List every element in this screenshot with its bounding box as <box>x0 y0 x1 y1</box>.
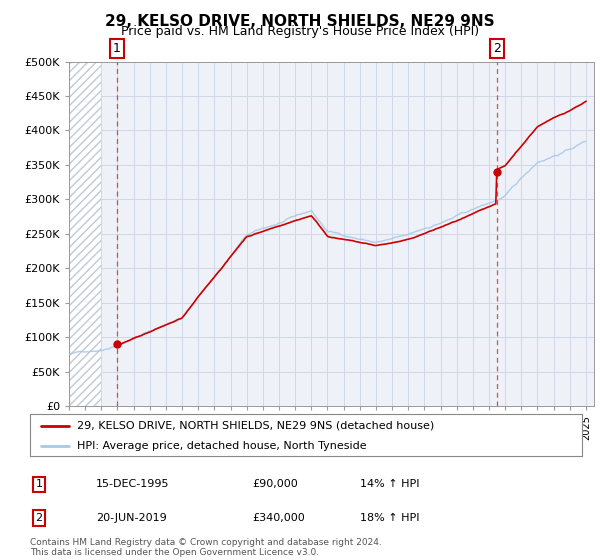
Text: 14% ↑ HPI: 14% ↑ HPI <box>360 479 419 489</box>
Text: Contains HM Land Registry data © Crown copyright and database right 2024.
This d: Contains HM Land Registry data © Crown c… <box>30 538 382 557</box>
Bar <box>69 62 101 406</box>
Text: 29, KELSO DRIVE, NORTH SHIELDS, NE29 9NS (detached house): 29, KELSO DRIVE, NORTH SHIELDS, NE29 9NS… <box>77 421 434 431</box>
Text: £90,000: £90,000 <box>252 479 298 489</box>
Text: 1: 1 <box>35 479 43 489</box>
Text: HPI: Average price, detached house, North Tyneside: HPI: Average price, detached house, Nort… <box>77 441 367 451</box>
Text: Price paid vs. HM Land Registry's House Price Index (HPI): Price paid vs. HM Land Registry's House … <box>121 25 479 38</box>
Text: 20-JUN-2019: 20-JUN-2019 <box>96 513 167 523</box>
Text: 29, KELSO DRIVE, NORTH SHIELDS, NE29 9NS: 29, KELSO DRIVE, NORTH SHIELDS, NE29 9NS <box>105 14 495 29</box>
Text: 18% ↑ HPI: 18% ↑ HPI <box>360 513 419 523</box>
Text: 1: 1 <box>113 41 121 55</box>
Text: 2: 2 <box>493 41 500 55</box>
Text: 2: 2 <box>35 513 43 523</box>
Text: 15-DEC-1995: 15-DEC-1995 <box>96 479 170 489</box>
Text: £340,000: £340,000 <box>252 513 305 523</box>
